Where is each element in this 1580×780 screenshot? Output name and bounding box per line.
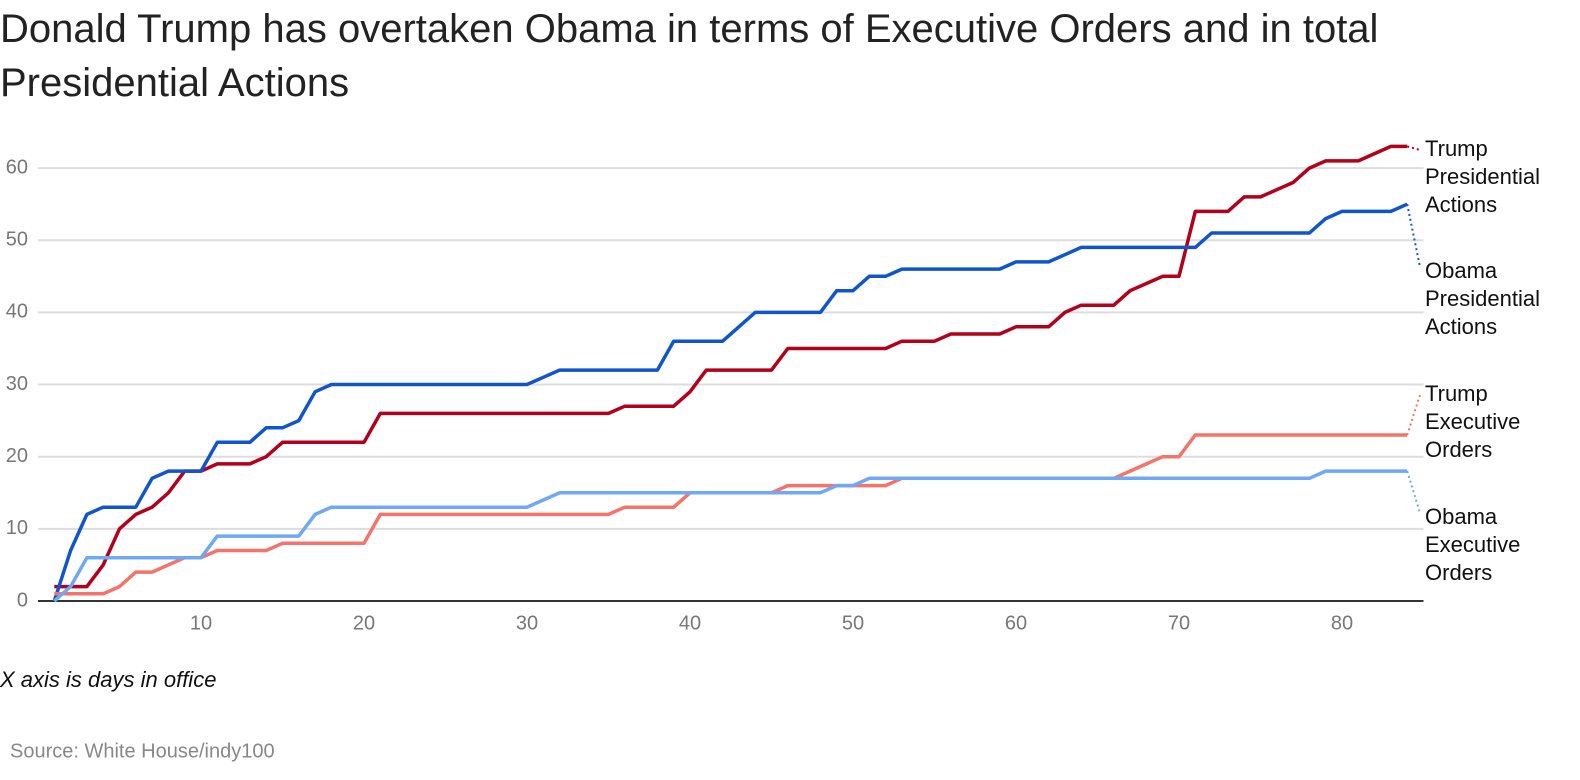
x-tick-label: 30 xyxy=(516,612,538,634)
x-tick-label: 50 xyxy=(842,612,864,634)
series-line xyxy=(52,202,1408,602)
label-connector xyxy=(1406,145,1421,151)
y-tick-label: 20 xyxy=(6,445,28,467)
chart-title: Donald Trump has overtaken Obama in term… xyxy=(0,7,1379,105)
x-tick-label: 20 xyxy=(353,612,375,634)
x-tick-label: 40 xyxy=(679,612,701,634)
y-tick-label: 0 xyxy=(17,589,28,611)
series-line xyxy=(54,144,1408,589)
y-tick-label: 60 xyxy=(6,156,28,178)
label-connector xyxy=(1406,203,1421,268)
series-line xyxy=(53,469,1408,603)
x-tick-label: 80 xyxy=(1331,612,1353,634)
x-tick-label: 70 xyxy=(1168,612,1190,634)
series-label: Obama Executive Orders xyxy=(1425,504,1520,585)
annotation: X axis is days in office xyxy=(0,667,216,692)
y-tick-label: 50 xyxy=(6,229,28,251)
y-tick-label: 10 xyxy=(6,517,28,539)
x-tick-label: 60 xyxy=(1005,612,1027,634)
x-tick-label: 10 xyxy=(190,612,212,634)
series-label: Trump Executive Orders xyxy=(1425,381,1520,462)
series-label: Obama Presidential Actions xyxy=(1425,258,1540,339)
label-connector xyxy=(1406,470,1421,514)
y-tick-label: 40 xyxy=(6,301,28,323)
series-label: Trump Presidential Actions xyxy=(1425,136,1540,217)
label-connector xyxy=(1406,394,1421,436)
source: Source: White House/indy100 xyxy=(10,740,275,762)
y-tick-label: 30 xyxy=(6,373,28,395)
